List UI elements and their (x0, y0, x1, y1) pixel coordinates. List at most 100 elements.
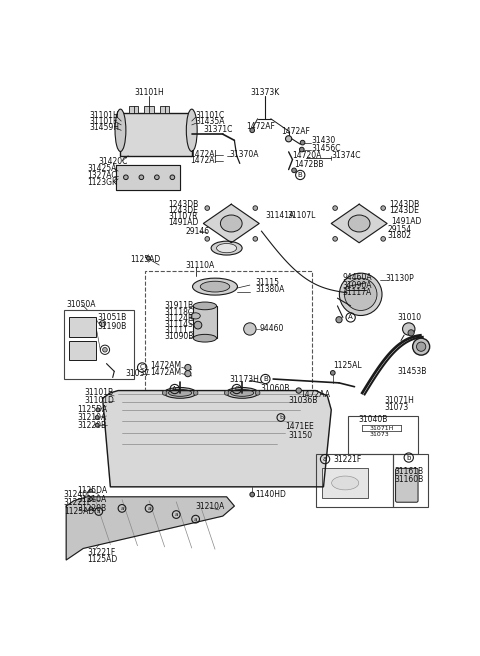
Text: 31173H: 31173H (229, 375, 259, 384)
Text: A: A (348, 314, 353, 320)
Text: 31370A: 31370A (229, 150, 258, 159)
Bar (120, 113, 192, 155)
Text: 31802: 31802 (388, 232, 412, 240)
Text: 31141A: 31141A (265, 211, 295, 220)
Text: 31101B: 31101B (85, 388, 114, 398)
Polygon shape (204, 204, 259, 243)
Text: 31101F: 31101F (89, 117, 118, 127)
Text: 31111: 31111 (165, 326, 189, 335)
Circle shape (253, 206, 258, 211)
Ellipse shape (230, 390, 254, 396)
Text: 31190B: 31190B (97, 322, 126, 331)
Text: 31430: 31430 (312, 136, 336, 145)
Text: 31071H: 31071H (384, 396, 414, 405)
Text: 31117A: 31117A (343, 288, 372, 297)
Ellipse shape (193, 335, 216, 342)
Polygon shape (331, 204, 387, 243)
Text: 1472AA: 1472AA (300, 390, 330, 399)
Text: 31036B: 31036B (288, 396, 318, 405)
Circle shape (333, 206, 337, 211)
Text: 94460: 94460 (260, 325, 284, 333)
Ellipse shape (348, 215, 370, 232)
Text: 31373K: 31373K (251, 88, 280, 97)
Text: 31911B: 31911B (165, 301, 194, 310)
Text: 31107L: 31107L (288, 211, 316, 220)
Text: C: C (234, 386, 239, 392)
Circle shape (205, 237, 210, 241)
Text: 31453B: 31453B (397, 367, 427, 376)
Text: a: a (194, 517, 197, 522)
Text: 31050A: 31050A (66, 300, 96, 309)
Circle shape (250, 128, 254, 133)
Text: 1471EE: 1471EE (285, 422, 313, 431)
Circle shape (95, 416, 99, 419)
Ellipse shape (345, 278, 377, 310)
Text: 31380A: 31380A (255, 285, 285, 294)
Text: 31221F: 31221F (87, 548, 115, 557)
Circle shape (170, 175, 175, 180)
Circle shape (381, 237, 385, 241)
Text: 94460A: 94460A (343, 273, 372, 282)
Text: B: B (263, 376, 268, 382)
Bar (69, 340, 96, 359)
Ellipse shape (211, 241, 242, 255)
Text: 31420C: 31420C (99, 157, 128, 165)
Circle shape (413, 338, 430, 355)
Text: 1243DE: 1243DE (389, 206, 419, 215)
Bar (160, 106, 169, 113)
Circle shape (330, 371, 335, 375)
Text: 1123GK: 1123GK (87, 178, 117, 187)
Text: 31456C: 31456C (312, 144, 341, 152)
Text: 31240C: 31240C (64, 490, 93, 499)
Text: 29146: 29146 (186, 227, 210, 236)
Ellipse shape (193, 302, 216, 310)
Ellipse shape (332, 476, 359, 490)
Circle shape (139, 175, 144, 180)
Circle shape (193, 390, 198, 395)
Circle shape (194, 321, 202, 329)
Circle shape (205, 206, 210, 211)
Text: 1125DA: 1125DA (77, 486, 107, 495)
Circle shape (255, 390, 260, 395)
Text: 1125AD: 1125AD (130, 255, 160, 264)
Circle shape (336, 317, 342, 323)
Text: 1472AI: 1472AI (190, 150, 217, 159)
Text: 31110A: 31110A (186, 260, 215, 270)
Circle shape (155, 175, 159, 180)
Circle shape (185, 364, 191, 371)
Text: 31130P: 31130P (385, 274, 414, 283)
Bar (348, 416, 418, 455)
Text: 31101C: 31101C (196, 111, 225, 120)
Ellipse shape (339, 273, 382, 316)
Text: 31073: 31073 (384, 403, 408, 412)
FancyBboxPatch shape (396, 468, 418, 502)
Text: 1243DB: 1243DB (168, 199, 199, 209)
Ellipse shape (191, 313, 200, 319)
Text: 1125AD: 1125AD (87, 556, 118, 564)
Text: a: a (97, 509, 100, 514)
Circle shape (253, 237, 258, 241)
Circle shape (381, 206, 385, 211)
Text: 29154: 29154 (388, 225, 412, 234)
Bar (64, 310, 133, 379)
Text: 31073: 31073 (370, 432, 390, 437)
Ellipse shape (216, 243, 237, 253)
Text: 31060B: 31060B (260, 384, 289, 393)
Text: a: a (175, 512, 178, 517)
Text: 31160B: 31160B (395, 475, 424, 483)
Text: 1472AM: 1472AM (151, 361, 182, 370)
Ellipse shape (192, 278, 238, 295)
Text: 31124R: 31124R (165, 314, 194, 323)
Circle shape (96, 408, 100, 412)
Circle shape (296, 388, 301, 393)
Text: 31374C: 31374C (331, 152, 361, 160)
Bar (193, 306, 216, 338)
Circle shape (146, 256, 150, 260)
Text: 31101H: 31101H (89, 111, 119, 120)
Text: a: a (120, 506, 124, 511)
Circle shape (185, 371, 191, 377)
Text: 31220B: 31220B (77, 420, 106, 430)
Text: B: B (298, 172, 302, 178)
Text: b: b (279, 415, 283, 420)
Bar (316, 455, 393, 507)
